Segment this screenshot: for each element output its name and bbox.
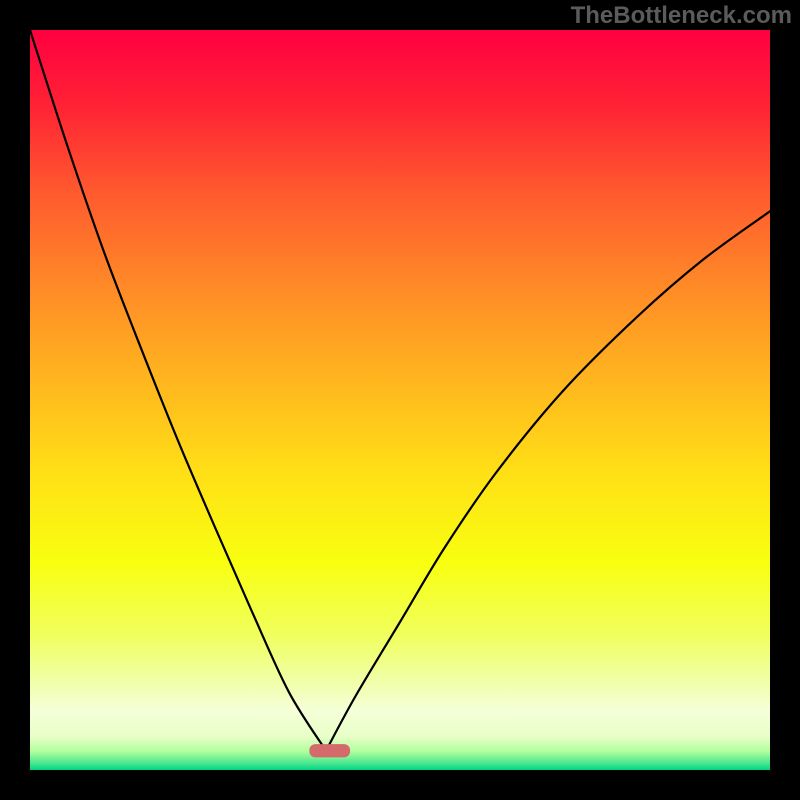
minimum-marker — [309, 744, 350, 757]
plot-background-gradient — [30, 30, 770, 770]
chart-container: { "watermark": { "text": "TheBottleneck.… — [0, 0, 800, 800]
watermark-text: TheBottleneck.com — [571, 2, 792, 30]
bottleneck-chart — [0, 0, 800, 800]
